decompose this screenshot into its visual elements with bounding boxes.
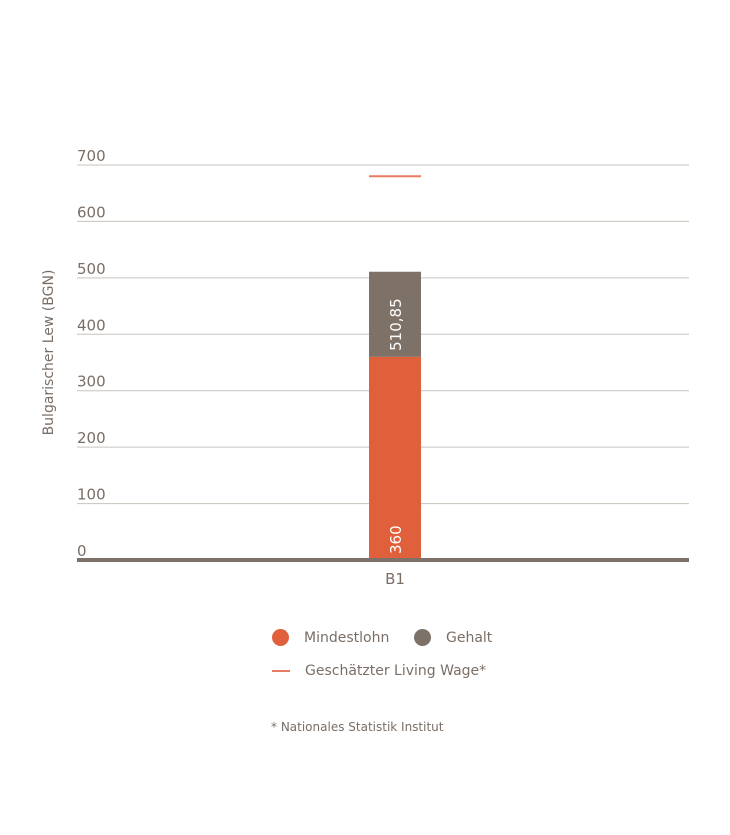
y-axis-label: Bulgarischer Lew (BGN) bbox=[41, 270, 57, 436]
bar-mindestlohn-b1 bbox=[369, 356, 421, 560]
y-tick-label-700: 700 bbox=[77, 147, 106, 165]
legend-swatch-mindestlohn bbox=[272, 629, 289, 646]
y-tick-label-100: 100 bbox=[77, 486, 106, 504]
x-tick-label-b1: B1 bbox=[385, 570, 405, 588]
legend-label-gehalt: Gehalt bbox=[446, 629, 493, 646]
legend-swatch-gehalt bbox=[414, 629, 431, 646]
data-label-gehalt-b1: 510,85 bbox=[387, 298, 405, 351]
y-tick-label-400: 400 bbox=[77, 316, 106, 334]
data-label-mindestlohn-b1: 360 bbox=[387, 525, 405, 554]
legend-item-living-wage: Geschätzter Living Wage* bbox=[272, 663, 486, 679]
y-tick-label-500: 500 bbox=[77, 260, 106, 278]
bar-gehalt-b1 bbox=[369, 271, 421, 357]
y-tick-label-300: 300 bbox=[77, 373, 106, 391]
legend-label-mindestlohn: Mindestlohn bbox=[304, 629, 390, 646]
y-tick-label-600: 600 bbox=[77, 203, 106, 221]
legend-swatch-living-wage bbox=[272, 670, 290, 672]
y-tick-label-0: 0 bbox=[77, 542, 87, 560]
chart: 0 100 200 300 400 500 600 700 Bulgarischer Lew (… bbox=[41, 147, 689, 588]
y-tick-label-200: 200 bbox=[77, 429, 106, 447]
legend-item-mindestlohn: Mindestlohn bbox=[272, 629, 389, 646]
legend-label-living-wage: Geschätzter Living Wage* bbox=[305, 663, 487, 679]
footnote: * Nationales Statistik Institut bbox=[271, 720, 444, 734]
legend-item-gehalt: Gehalt bbox=[414, 629, 492, 646]
